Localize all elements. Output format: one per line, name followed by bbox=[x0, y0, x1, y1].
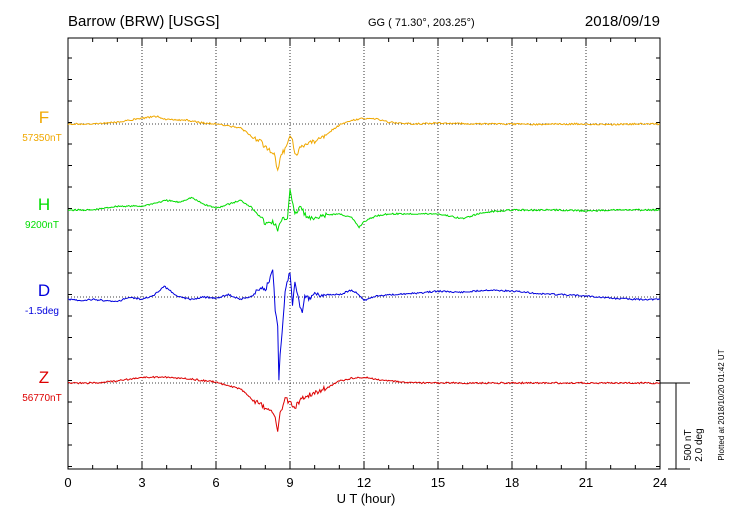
trace-f bbox=[67, 115, 661, 172]
trace-z bbox=[67, 375, 661, 432]
series-label-d: D bbox=[38, 281, 50, 300]
x-axis-label: U T (hour) bbox=[337, 491, 396, 506]
plotted-at-note: Plotted at 2018/10/20 01:42 UT bbox=[717, 349, 726, 460]
grid bbox=[141, 38, 587, 469]
baseline-value-f: 57350nT bbox=[22, 133, 61, 144]
x-tick-label: 18 bbox=[505, 475, 519, 490]
x-tick-label: 21 bbox=[579, 475, 593, 490]
baseline-value-h: 9200nT bbox=[25, 220, 59, 231]
x-tick-label: 9 bbox=[286, 475, 293, 490]
baseline-value-z: 56770nT bbox=[22, 393, 61, 404]
series-label-h: H bbox=[38, 195, 50, 214]
scale-bar-deg: 2.0 deg bbox=[694, 428, 705, 461]
x-tick-label: 0 bbox=[64, 475, 71, 490]
x-tick-label: 3 bbox=[138, 475, 145, 490]
x-tick-label: 24 bbox=[653, 475, 667, 490]
series-label-f: F bbox=[39, 108, 49, 127]
baseline-value-d: -1.5deg bbox=[25, 306, 59, 317]
scale-bar: 500 nT 2.0 deg bbox=[660, 382, 705, 470]
coords-label: GG ( 71.30°, 203.25°) bbox=[368, 17, 475, 29]
date-label: 2018/09/19 bbox=[585, 13, 660, 30]
station-title: Barrow (BRW) [USGS] bbox=[68, 13, 219, 30]
series-label-z: Z bbox=[39, 368, 49, 387]
scale-bar-nt: 500 nT bbox=[683, 429, 694, 460]
series-group: F 57350nT H 9200nT D -1.5deg Z 56770nT bbox=[22, 108, 661, 432]
trace-d bbox=[67, 269, 661, 381]
x-tick-label: 6 bbox=[212, 475, 219, 490]
x-tick-label: 15 bbox=[431, 475, 445, 490]
trace-h bbox=[68, 189, 661, 232]
x-tick-label: 12 bbox=[357, 475, 371, 490]
x-axis: 0 3 6 9 12 15 18 21 24 bbox=[64, 38, 667, 490]
